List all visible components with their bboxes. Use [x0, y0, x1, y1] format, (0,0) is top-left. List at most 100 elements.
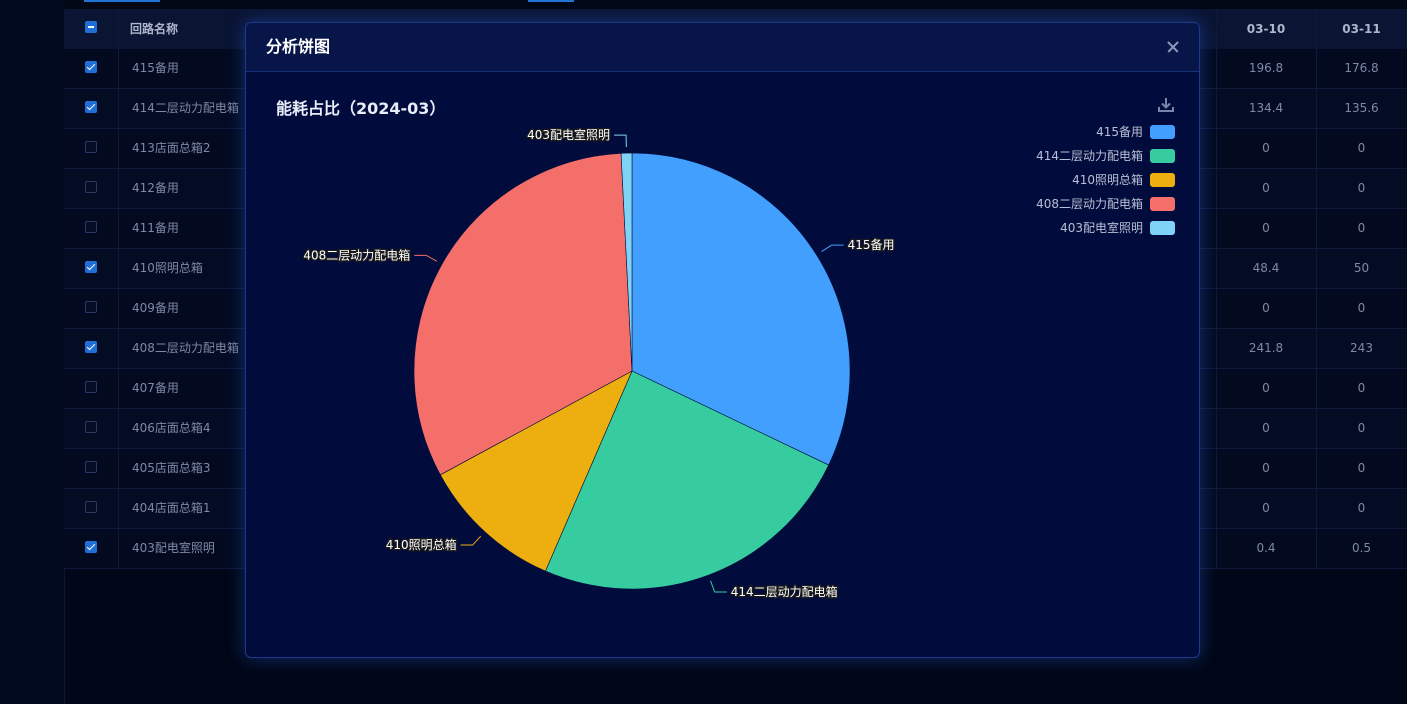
legend-item[interactable]: 414二层动力配电箱 — [1036, 147, 1175, 171]
row-checkbox[interactable] — [85, 141, 97, 153]
row-name: 405店面总箱3 — [132, 461, 211, 475]
top-tab-bar — [64, 0, 1407, 8]
label-leader-line — [614, 134, 627, 148]
row-value-03-10: 0 — [1262, 301, 1270, 315]
label-leader-line — [821, 244, 844, 252]
legend-swatch — [1150, 197, 1175, 211]
slice-label: 403配电室照明 — [527, 127, 610, 142]
column-divider — [1216, 9, 1217, 569]
row-value-03-10: 134.4 — [1248, 101, 1284, 115]
legend-swatch — [1150, 149, 1175, 163]
pie-slice[interactable] — [631, 152, 851, 466]
row-value-03-11: 243 — [1350, 341, 1373, 355]
legend-label: 403配电室照明 — [1060, 221, 1143, 235]
legend-item[interactable]: 410照明总箱 — [1036, 171, 1175, 195]
row-value-03-10: 0 — [1262, 141, 1270, 155]
chart-title: 能耗占比（2024-03） — [276, 99, 446, 118]
legend-swatch — [1150, 221, 1175, 235]
row-checkbox[interactable] — [85, 301, 97, 313]
row-checkbox[interactable] — [85, 421, 97, 433]
dialog-title: 分析饼图 — [266, 37, 331, 56]
row-name: 404店面总箱1 — [132, 501, 211, 515]
row-checkbox[interactable] — [85, 221, 97, 233]
column-header-03-10: 03-10 — [1246, 22, 1286, 36]
row-value-03-11: 0 — [1357, 141, 1366, 155]
pie-slice[interactable] — [620, 152, 633, 372]
row-value-03-10: 196.8 — [1248, 61, 1284, 75]
label-leader-line — [460, 535, 482, 546]
row-value-03-11: 50 — [1353, 261, 1370, 275]
pie-slice[interactable] — [439, 370, 633, 572]
row-value-03-11: 0 — [1357, 221, 1366, 235]
row-name: 408二层动力配电箱 — [132, 341, 239, 355]
row-value-03-10: 0 — [1262, 501, 1270, 515]
row-checkbox[interactable] — [85, 101, 97, 113]
label-leader-line — [414, 254, 437, 262]
row-checkbox[interactable] — [85, 501, 97, 513]
legend-label: 414二层动力配电箱 — [1036, 149, 1143, 163]
row-checkbox[interactable] — [85, 261, 97, 273]
column-header-name: 回路名称 — [130, 22, 179, 36]
legend-swatch — [1150, 125, 1175, 139]
legend-item[interactable]: 415备用 — [1036, 123, 1175, 147]
chart-legend: 415备用 414二层动力配电箱 410照明总箱 408二层动力配电箱 403配电室照明 — [1036, 123, 1175, 243]
legend-swatch — [1150, 173, 1175, 187]
slice-label: 414二层动力配电箱 — [731, 584, 838, 599]
column-divider — [1316, 9, 1317, 569]
column-divider — [118, 9, 119, 569]
tab-indicator — [84, 0, 160, 2]
dialog-header: 分析饼图 — [246, 23, 1199, 72]
row-value-03-11: 0 — [1357, 461, 1366, 475]
row-value-03-10: 0 — [1262, 461, 1270, 475]
row-value-03-11: 176.8 — [1344, 61, 1379, 75]
column-header-03-11: 03-11 — [1342, 22, 1381, 36]
pie-chart: 415备用 414二层动力配电箱 410照明总箱 408二层动力配电箱 403配电室照明 — [302, 126, 896, 600]
select-all-checkbox[interactable] — [85, 21, 97, 33]
row-name: 410照明总箱 — [132, 261, 203, 275]
row-value-03-10: 0 — [1262, 381, 1270, 395]
tab-indicator — [528, 0, 574, 2]
row-checkbox[interactable] — [85, 341, 97, 353]
row-value-03-11: 0 — [1357, 301, 1366, 315]
row-checkbox[interactable] — [85, 461, 97, 473]
slice-label: 415备用 — [848, 238, 895, 252]
row-name: 409备用 — [132, 301, 179, 315]
row-value-03-10: 0 — [1262, 221, 1270, 235]
row-value-03-10: 0 — [1262, 181, 1270, 195]
row-checkbox[interactable] — [85, 181, 97, 193]
row-value-03-11: 0 — [1357, 421, 1366, 435]
left-nav-strip — [0, 0, 65, 704]
row-name: 407备用 — [132, 381, 179, 395]
row-checkbox[interactable] — [85, 541, 97, 553]
row-value-03-10: 0.4 — [1256, 541, 1276, 555]
legend-label: 410照明总箱 — [1072, 173, 1143, 187]
row-name: 414二层动力配电箱 — [132, 101, 239, 115]
row-name: 403配电室照明 — [132, 541, 215, 555]
analysis-pie-dialog: 分析饼图 能耗占比（2024-03） 415备用 414二层动力配电箱 410照明总… — [245, 22, 1200, 658]
slice-label: 408二层动力配电箱 — [303, 247, 410, 262]
row-name: 413店面总箱2 — [132, 141, 211, 155]
row-value-03-11: 0 — [1357, 181, 1366, 195]
legend-item[interactable]: 403配电室照明 — [1036, 219, 1175, 243]
legend-label: 408二层动力配电箱 — [1036, 197, 1143, 211]
pie-slice[interactable] — [545, 370, 830, 590]
row-name: 411备用 — [132, 221, 179, 235]
row-value-03-10: 48.4 — [1252, 261, 1280, 275]
row-name: 406店面总箱4 — [132, 421, 211, 435]
row-name: 415备用 — [132, 61, 179, 75]
row-value-03-11: 0 — [1357, 501, 1366, 515]
row-name: 412备用 — [132, 181, 179, 195]
download-icon[interactable] — [1156, 95, 1176, 115]
legend-item[interactable]: 408二层动力配电箱 — [1036, 195, 1175, 219]
legend-label: 415备用 — [1096, 125, 1143, 139]
label-leader-line — [710, 580, 727, 593]
row-value-03-10: 241.8 — [1248, 341, 1284, 355]
row-value-03-11: 135.6 — [1344, 101, 1379, 115]
row-value-03-11: 0.5 — [1351, 541, 1372, 555]
pie-slice[interactable] — [413, 152, 633, 476]
row-value-03-10: 0 — [1262, 421, 1270, 435]
row-checkbox[interactable] — [85, 381, 97, 393]
slice-label: 410照明总箱 — [386, 537, 457, 552]
row-value-03-11: 0 — [1357, 381, 1366, 395]
row-checkbox[interactable] — [85, 61, 97, 73]
